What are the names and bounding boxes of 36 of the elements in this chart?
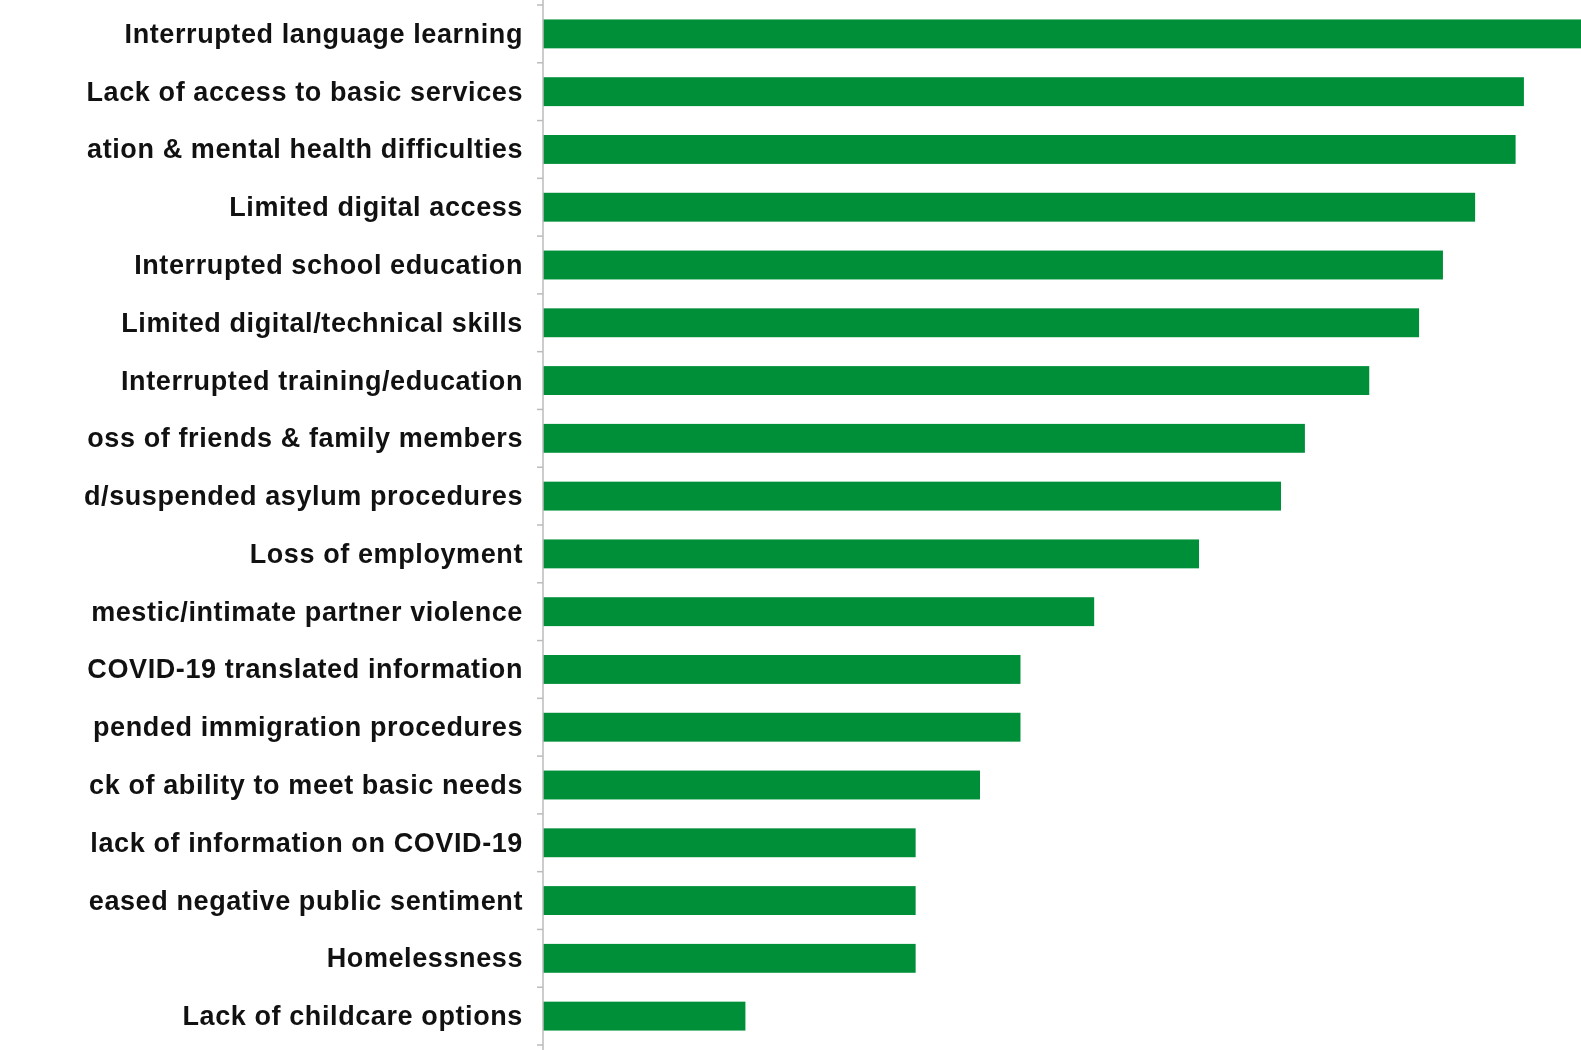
bar xyxy=(543,539,1200,569)
bar xyxy=(543,770,980,800)
y-tick-label: eased negative public sentiment xyxy=(88,885,523,916)
bar xyxy=(543,481,1282,511)
y-tick-label: ation & mental health difficulties xyxy=(87,134,523,165)
y-tick-label: oss of friends & family members xyxy=(87,423,523,454)
y-tick-label: Limited digital access xyxy=(229,192,523,223)
y-tick-label: Homelessness xyxy=(326,943,523,974)
bar xyxy=(543,192,1476,222)
bar xyxy=(543,250,1443,280)
y-tick-label: Interrupted school education xyxy=(134,250,523,280)
bar xyxy=(543,828,916,858)
bar xyxy=(543,366,1370,395)
bar xyxy=(543,886,916,915)
y-tick-label: lack of information on COVID-19 xyxy=(90,827,523,858)
y-tick-label: Limited digital/technical skills xyxy=(121,307,523,338)
y-tick-label: COVID-19 translated information xyxy=(87,654,523,685)
y-tick-label: ck of ability to meet basic needs xyxy=(89,770,523,800)
y-tick-label: Lack of access to basic services xyxy=(86,76,523,107)
bar xyxy=(543,135,1516,164)
y-tick-label: Loss of employment xyxy=(249,538,523,569)
y-tick-label: Lack of childcare options xyxy=(182,1001,523,1032)
bar xyxy=(543,943,916,973)
y-tick-label: pended immigration procedures xyxy=(93,712,523,743)
bar xyxy=(543,19,1581,49)
bar xyxy=(543,655,1021,684)
y-tick-label: mestic/intimate partner violence xyxy=(91,596,523,627)
y-tick-label: Interrupted language learning xyxy=(124,18,523,49)
bar xyxy=(543,1001,746,1031)
bar xyxy=(543,308,1420,338)
bar xyxy=(543,712,1021,742)
y-tick-label: Interrupted training/education xyxy=(120,365,523,396)
y-tick-label: d/suspended asylum procedures xyxy=(83,481,523,512)
bar xyxy=(543,77,1524,107)
bar xyxy=(543,423,1305,453)
bar xyxy=(543,597,1095,627)
